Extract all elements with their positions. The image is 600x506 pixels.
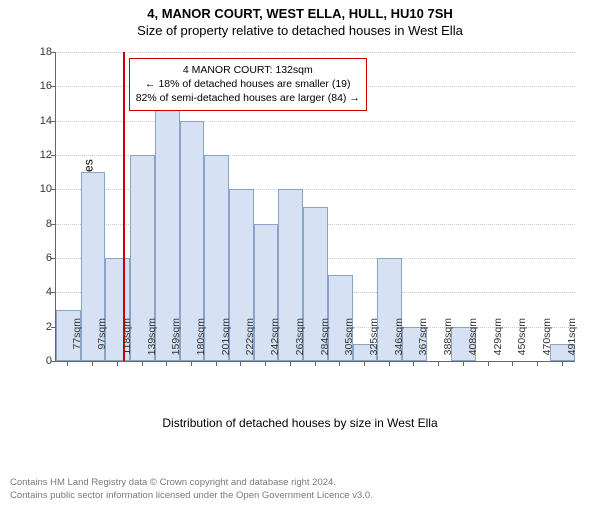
- x-tick-mark: [191, 362, 192, 366]
- x-tick-mark: [389, 362, 390, 366]
- x-tick-label: 450sqm: [516, 318, 528, 368]
- y-tick-mark: [51, 52, 55, 53]
- x-tick-mark: [290, 362, 291, 366]
- x-tick-mark: [240, 362, 241, 366]
- y-tick-mark: [51, 189, 55, 190]
- x-tick-mark: [315, 362, 316, 366]
- footer-line-2: Contains public sector information licen…: [10, 490, 590, 502]
- x-tick-label: 284sqm: [319, 318, 331, 368]
- footer-attribution: Contains HM Land Registry data © Crown c…: [10, 477, 590, 502]
- x-tick-label: 222sqm: [244, 318, 256, 368]
- y-tick-mark: [51, 292, 55, 293]
- x-tick-mark: [413, 362, 414, 366]
- x-tick-mark: [339, 362, 340, 366]
- annotation-line: ← 18% of detached houses are smaller (19…: [136, 77, 360, 91]
- x-tick-label: 201sqm: [220, 318, 232, 368]
- x-tick-label: 139sqm: [146, 318, 158, 368]
- y-tick-label: 8: [30, 218, 52, 230]
- subtitle: Size of property relative to detached ho…: [0, 23, 600, 38]
- y-tick-label: 16: [30, 80, 52, 92]
- y-tick-label: 2: [30, 321, 52, 333]
- x-tick-mark: [142, 362, 143, 366]
- y-tick-label: 18: [30, 46, 52, 58]
- y-tick-mark: [51, 155, 55, 156]
- y-tick-mark: [51, 361, 55, 362]
- property-marker-line: [123, 52, 125, 361]
- x-tick-mark: [117, 362, 118, 366]
- x-tick-label: 408sqm: [467, 318, 479, 368]
- annotation-box: 4 MANOR COURT: 132sqm← 18% of detached h…: [129, 58, 367, 111]
- plot-area: 4 MANOR COURT: 132sqm← 18% of detached h…: [55, 52, 575, 362]
- y-tick-label: 0: [30, 355, 52, 367]
- y-tick-label: 4: [30, 286, 52, 298]
- x-tick-mark: [265, 362, 266, 366]
- y-tick-mark: [51, 327, 55, 328]
- x-tick-mark: [67, 362, 68, 366]
- x-tick-mark: [364, 362, 365, 366]
- y-tick-mark: [51, 258, 55, 259]
- x-tick-label: 118sqm: [121, 318, 133, 368]
- x-tick-label: 305sqm: [343, 318, 355, 368]
- x-tick-label: 159sqm: [170, 318, 182, 368]
- x-tick-label: 97sqm: [96, 318, 108, 368]
- x-tick-mark: [512, 362, 513, 366]
- x-tick-mark: [216, 362, 217, 366]
- x-tick-label: 325sqm: [368, 318, 380, 368]
- y-tick-mark: [51, 86, 55, 87]
- x-tick-mark: [438, 362, 439, 366]
- x-tick-label: 367sqm: [417, 318, 429, 368]
- x-tick-mark: [463, 362, 464, 366]
- x-tick-mark: [562, 362, 563, 366]
- x-axis-label: Distribution of detached houses by size …: [0, 416, 600, 430]
- annotation-line: 82% of semi-detached houses are larger (…: [136, 91, 360, 105]
- chart-container: Number of detached properties 4 MANOR CO…: [0, 42, 600, 442]
- x-tick-label: 77sqm: [71, 318, 83, 368]
- footer-line-1: Contains HM Land Registry data © Crown c…: [10, 477, 590, 489]
- gridline: [56, 121, 575, 122]
- x-tick-label: 263sqm: [294, 318, 306, 368]
- y-tick-label: 12: [30, 149, 52, 161]
- x-tick-label: 180sqm: [195, 318, 207, 368]
- x-tick-label: 491sqm: [566, 318, 578, 368]
- y-tick-mark: [51, 224, 55, 225]
- address-title: 4, MANOR COURT, WEST ELLA, HULL, HU10 7S…: [0, 6, 600, 21]
- x-tick-label: 388sqm: [442, 318, 454, 368]
- x-tick-mark: [92, 362, 93, 366]
- x-tick-label: 429sqm: [492, 318, 504, 368]
- x-tick-label: 242sqm: [269, 318, 281, 368]
- gridline: [56, 52, 575, 53]
- x-tick-mark: [537, 362, 538, 366]
- y-tick-label: 10: [30, 183, 52, 195]
- y-tick-label: 6: [30, 252, 52, 264]
- x-tick-mark: [488, 362, 489, 366]
- x-tick-label: 346sqm: [393, 318, 405, 368]
- x-tick-mark: [166, 362, 167, 366]
- annotation-line: 4 MANOR COURT: 132sqm: [136, 63, 360, 77]
- x-tick-label: 470sqm: [541, 318, 553, 368]
- y-tick-label: 14: [30, 115, 52, 127]
- y-tick-mark: [51, 121, 55, 122]
